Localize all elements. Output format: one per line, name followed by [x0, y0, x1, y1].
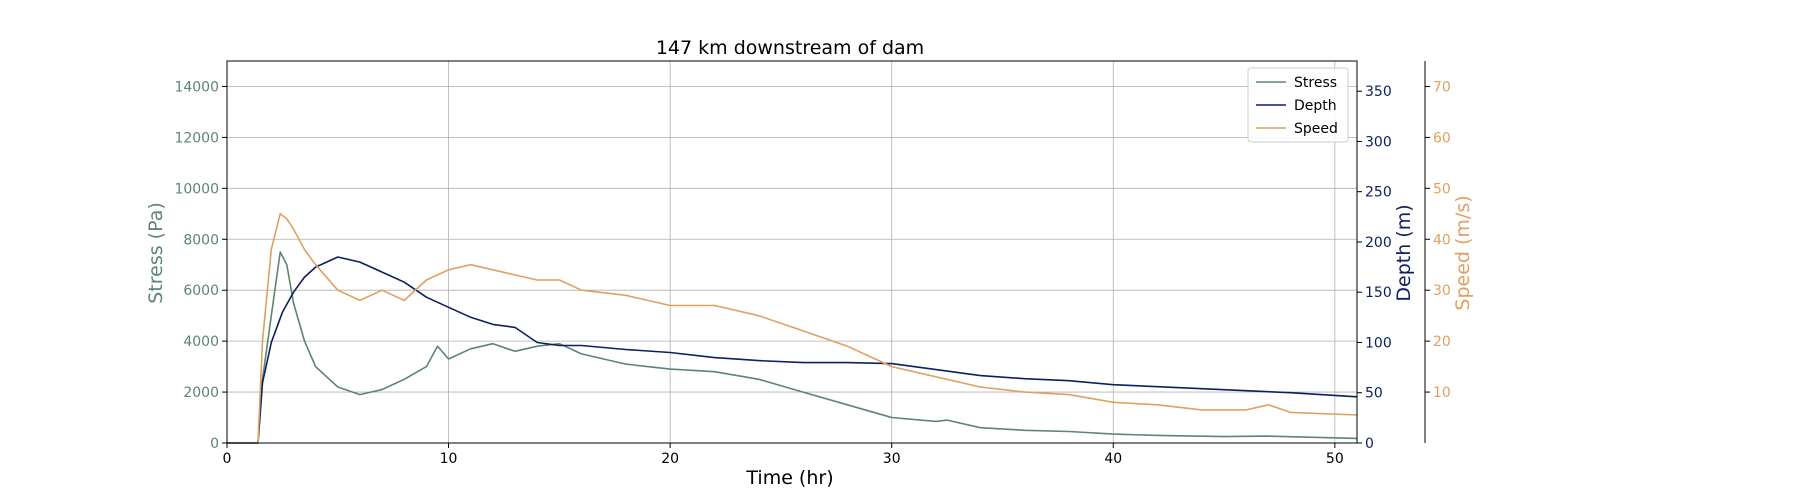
chart-title: 147 km downstream of dam	[656, 37, 924, 59]
speed-tick-label: 50	[1433, 181, 1451, 197]
depth-axis-title: Depth (m)	[1393, 204, 1415, 301]
series-line-speed	[227, 213, 1358, 444]
stress-tick-label: 10000	[174, 181, 219, 197]
depth-tick-label: 300	[1365, 134, 1392, 150]
x-tick-label: 50	[1326, 451, 1344, 467]
x-tick-label: 10	[440, 451, 458, 467]
stress-tick-label: 8000	[183, 232, 219, 248]
legend-label: Speed	[1294, 121, 1338, 137]
legend-label: Stress	[1294, 75, 1337, 91]
depth-tick-label: 350	[1365, 84, 1392, 100]
grid	[226, 61, 1357, 444]
stress-tick-label: 14000	[174, 79, 219, 95]
x-tick-label: 0	[223, 451, 232, 467]
legend: Stress Depth Speed	[1247, 67, 1349, 143]
x-tick-label: 40	[1104, 451, 1122, 467]
depth-tick-label: 200	[1365, 235, 1392, 251]
speed-tick-label: 10	[1433, 385, 1451, 401]
stress-tick-label: 2000	[183, 385, 219, 401]
stress-axis-title: Stress (Pa)	[145, 202, 167, 304]
speed-tick-label: 40	[1433, 232, 1451, 248]
speed-tick-label: 60	[1433, 130, 1451, 146]
legend-label: Depth	[1294, 98, 1337, 114]
x-tick-label: 30	[883, 451, 901, 467]
legend-box	[1247, 67, 1349, 143]
speed-tick-label: 20	[1433, 334, 1451, 350]
speed-tick-label: 30	[1433, 283, 1451, 299]
series-layer	[227, 213, 1358, 444]
depth-tick-label: 250	[1365, 185, 1392, 201]
speed-axis-title: Speed (m/s)	[1452, 195, 1474, 310]
stress-tick-label: 12000	[174, 130, 219, 146]
series-line-depth	[227, 256, 1358, 444]
depth-tick-label: 150	[1365, 285, 1392, 301]
depth-tick-label: 50	[1365, 386, 1383, 402]
depth-tick-label: 0	[1365, 436, 1374, 452]
plot-frame	[226, 60, 1358, 444]
x-tick-label: 20	[661, 451, 679, 467]
speed-tick-label: 70	[1433, 79, 1451, 95]
depth-tick-label: 100	[1365, 335, 1392, 351]
stress-tick-label: 0	[210, 436, 219, 452]
stress-tick-label: 4000	[183, 334, 219, 350]
series-line-stress	[227, 251, 1358, 444]
stress-tick-label: 6000	[183, 283, 219, 299]
axes-layer: 0 10 20 30 40 5002000400060008000100001200014…	[174, 60, 1451, 467]
x-axis-title: Time (hr)	[745, 467, 833, 489]
